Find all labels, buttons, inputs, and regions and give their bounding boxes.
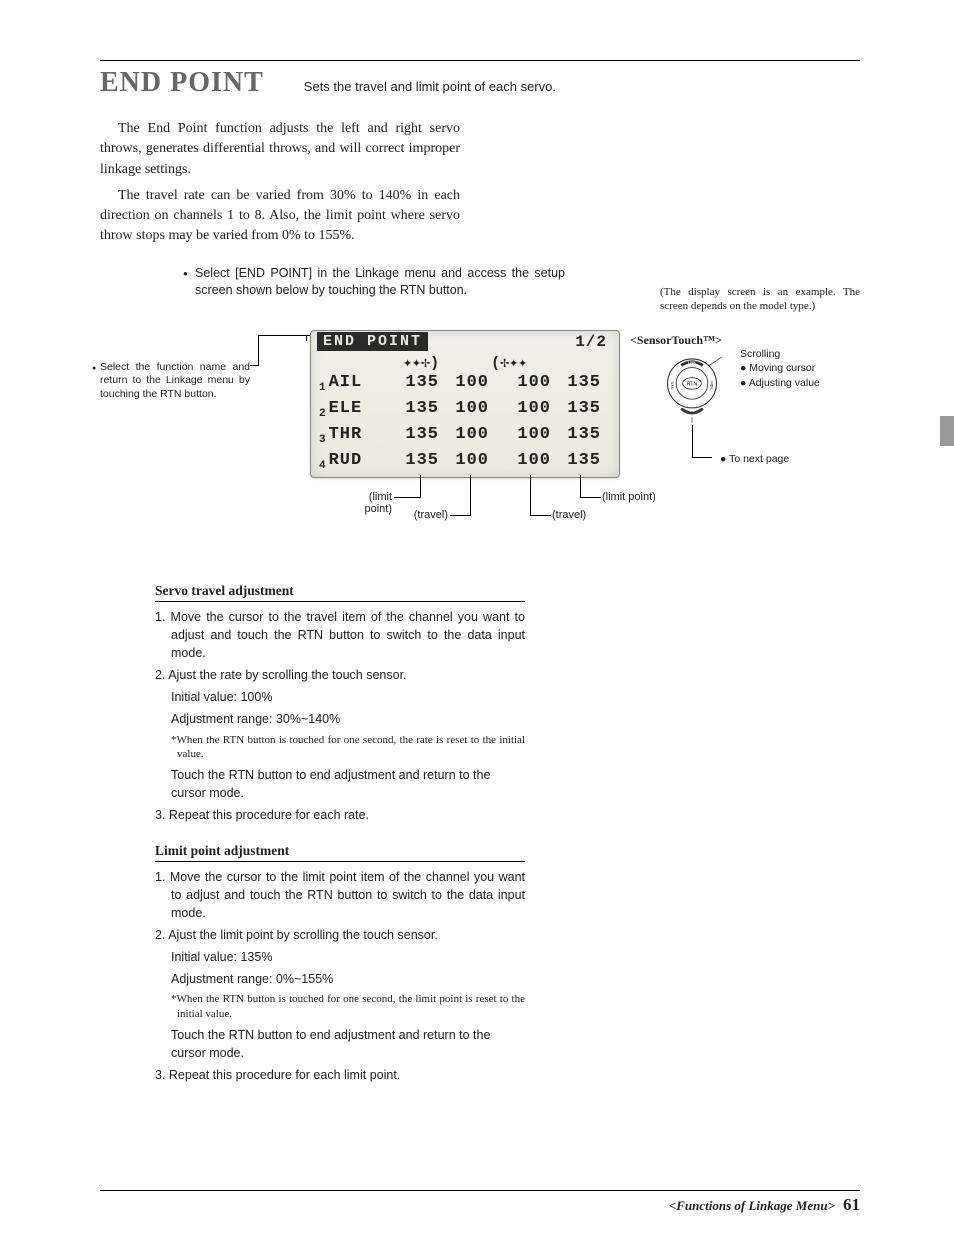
top-rule <box>100 60 860 61</box>
callout-travel-left: (travel) <box>408 509 448 521</box>
intro-p2: The travel rate can be varied from 30% t… <box>100 186 460 247</box>
lcd-row: 2ELE 135 100 100 135 <box>319 399 611 425</box>
mid-block: Select [END POINT] in the Linkage menu a… <box>100 265 860 565</box>
side-note-left: Select the function name and return to t… <box>100 361 250 402</box>
dial-leader-line <box>692 425 693 457</box>
svg-text:S1: S1 <box>689 408 695 413</box>
bullet-main: Select [END POINT] in the Linkage menu a… <box>195 265 565 299</box>
svg-text:SYS: SYS <box>669 381 674 389</box>
arrows-right-icon: (✢✦✦ <box>491 353 527 373</box>
callout-line <box>580 497 601 498</box>
lcd-arrow-row: ✦✦✢) (✢✦✦ <box>311 353 619 373</box>
substep: Initial value: 135% <box>155 948 525 966</box>
svg-text:LNK: LNK <box>688 360 697 365</box>
substep: Adjustment range: 30%~140% <box>155 710 525 728</box>
lcd-page-indicator: 1/2 <box>575 333 613 351</box>
note-right: (The display screen is an example. The s… <box>660 285 860 314</box>
svg-text:MDL: MDL <box>710 381 715 390</box>
step: 2. Ajust the rate by scrolling the touch… <box>155 666 525 684</box>
section-heading: Servo travel adjustment <box>155 583 525 602</box>
step: 3. Repeat this procedure for each rate. <box>155 806 525 824</box>
intro-block: The End Point function adjusts the left … <box>100 119 460 247</box>
header-row: END POINT Sets the travel and limit poin… <box>100 67 860 99</box>
leader-line <box>250 365 258 366</box>
callout-line <box>580 475 581 497</box>
dial-label-next: ● To next page <box>720 453 789 465</box>
step: 1. Move the cursor to the limit point it… <box>155 868 525 922</box>
substep: Adjustment range: 0%~155% <box>155 970 525 988</box>
step: 3. Repeat this procedure for each limit … <box>155 1066 525 1084</box>
callout-line <box>394 497 421 498</box>
lcd-row: 4RUD 135 100 100 135 <box>319 451 611 477</box>
page-content: END POINT Sets the travel and limit poin… <box>100 60 860 1088</box>
lcd-row: 1AIL 135 100 100 135 <box>319 373 611 399</box>
dial-labels: Scrolling ● Moving cursor ● Adjusting va… <box>740 347 880 391</box>
substep: Touch the RTN button to end adjustment a… <box>155 1026 525 1062</box>
dial-label-scrolling: Scrolling <box>740 347 880 362</box>
lcd-row: 3THR 135 100 100 135 <box>319 425 611 451</box>
sensortouch-label: <SensorTouch™> <box>630 333 722 348</box>
callout-line <box>450 515 471 516</box>
leader-line <box>306 335 307 341</box>
page-title: END POINT <box>100 67 264 99</box>
leader-line <box>258 335 310 336</box>
footer-label: <Functions of Linkage Menu> <box>669 1198 835 1213</box>
callout-line <box>530 475 531 515</box>
arrows-left-icon: ✦✦✢) <box>403 353 439 373</box>
callout-limit-right: (limit point) <box>602 491 656 503</box>
callout-travel-right: (travel) <box>552 509 586 521</box>
step: 2. Ajust the limit point by scrolling th… <box>155 926 525 944</box>
footer: <Functions of Linkage Menu> 61 <box>100 1190 860 1215</box>
dial-label-adjusting: Adjusting value <box>749 377 820 389</box>
edge-tab <box>940 416 954 446</box>
page-subtitle: Sets the travel and limit point of each … <box>304 79 860 94</box>
sensortouch-dial-icon: RTN LNK SYS MDL S1 <box>656 351 728 423</box>
lcd-title-bar: END POINT 1/2 <box>311 331 619 353</box>
substep: Initial value: 100% <box>155 688 525 706</box>
callout-line <box>420 475 421 497</box>
footer-page-number: 61 <box>843 1195 860 1214</box>
callout-limit-left: (limit point) <box>340 491 392 515</box>
callout-line <box>530 515 551 516</box>
leader-line <box>258 335 259 366</box>
lcd-screen: END POINT 1/2 ✦✦✢) (✢✦✦ 1AIL 135 100 100… <box>310 330 620 478</box>
dial-label-moving: Moving cursor <box>749 362 815 374</box>
dial-leader-line <box>692 457 712 458</box>
footnote: *When the RTN button is touched for one … <box>155 992 525 1022</box>
footnote: *When the RTN button is touched for one … <box>155 733 525 763</box>
svg-text:RTN: RTN <box>687 381 698 387</box>
callout-line <box>470 475 471 515</box>
intro-p1: The End Point function adjusts the left … <box>100 119 460 180</box>
lcd-title: END POINT <box>317 332 428 351</box>
sections: Servo travel adjustment 1. Move the curs… <box>155 583 525 1085</box>
step: 1. Move the cursor to the travel item of… <box>155 608 525 662</box>
lcd-table: 1AIL 135 100 100 135 2ELE 135 100 100 13… <box>311 373 619 477</box>
substep: Touch the RTN button to end adjustment a… <box>155 766 525 802</box>
section-heading: Limit point adjustment <box>155 843 525 862</box>
